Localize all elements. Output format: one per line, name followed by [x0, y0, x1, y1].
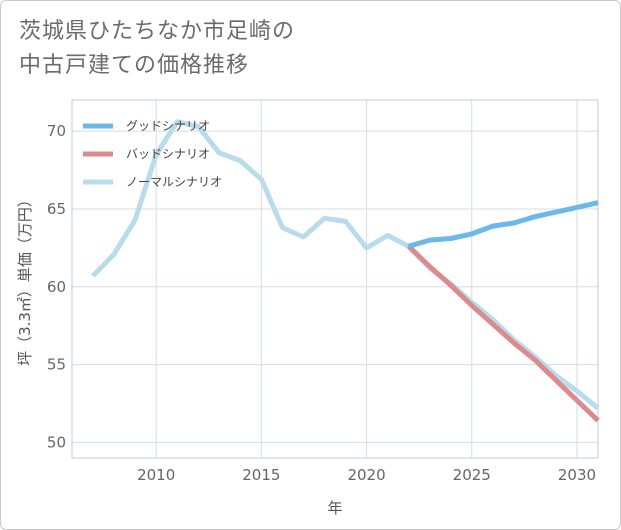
legend-label-1: バッドシナリオ	[126, 147, 210, 161]
y-tick-label: 65	[47, 200, 66, 218]
y-tick-label: 50	[47, 433, 66, 451]
x-tick-label: 2025	[453, 466, 491, 484]
x-tick-label: 2015	[242, 466, 280, 484]
chart-title-line-1: 茨城県ひたちなか市足崎の	[19, 19, 296, 44]
x-axis-ticks: 2010 2015 2020 2025 2030	[137, 466, 596, 484]
chart-title-line-2: 中古戸建ての価格推移	[19, 53, 250, 78]
x-tick-label: 2020	[347, 466, 385, 484]
x-axis-title: 年	[327, 499, 342, 517]
y-axis-title: 坪（3.3㎡）単価（万円）	[16, 192, 34, 366]
chart-title: 茨城県ひたちなか市足崎の 中古戸建ての価格推移	[19, 15, 295, 83]
series-line-2	[91, 119, 600, 411]
y-tick-label: 60	[47, 278, 66, 296]
series-line-0	[407, 200, 599, 249]
legend-label-0: グッドシナリオ	[126, 119, 210, 133]
y-tick-label: 55	[47, 356, 66, 374]
y-axis-ticks: 50 55 60 65 70	[47, 122, 66, 451]
legend-label-2: ノーマルシナリオ	[126, 175, 222, 189]
y-tick-label: 70	[47, 122, 66, 140]
x-tick-label: 2010	[137, 466, 175, 484]
x-tick-label: 2030	[558, 466, 596, 484]
series-lines	[91, 119, 600, 423]
plot-area-border	[71, 99, 599, 459]
series-line-1	[406, 244, 600, 423]
